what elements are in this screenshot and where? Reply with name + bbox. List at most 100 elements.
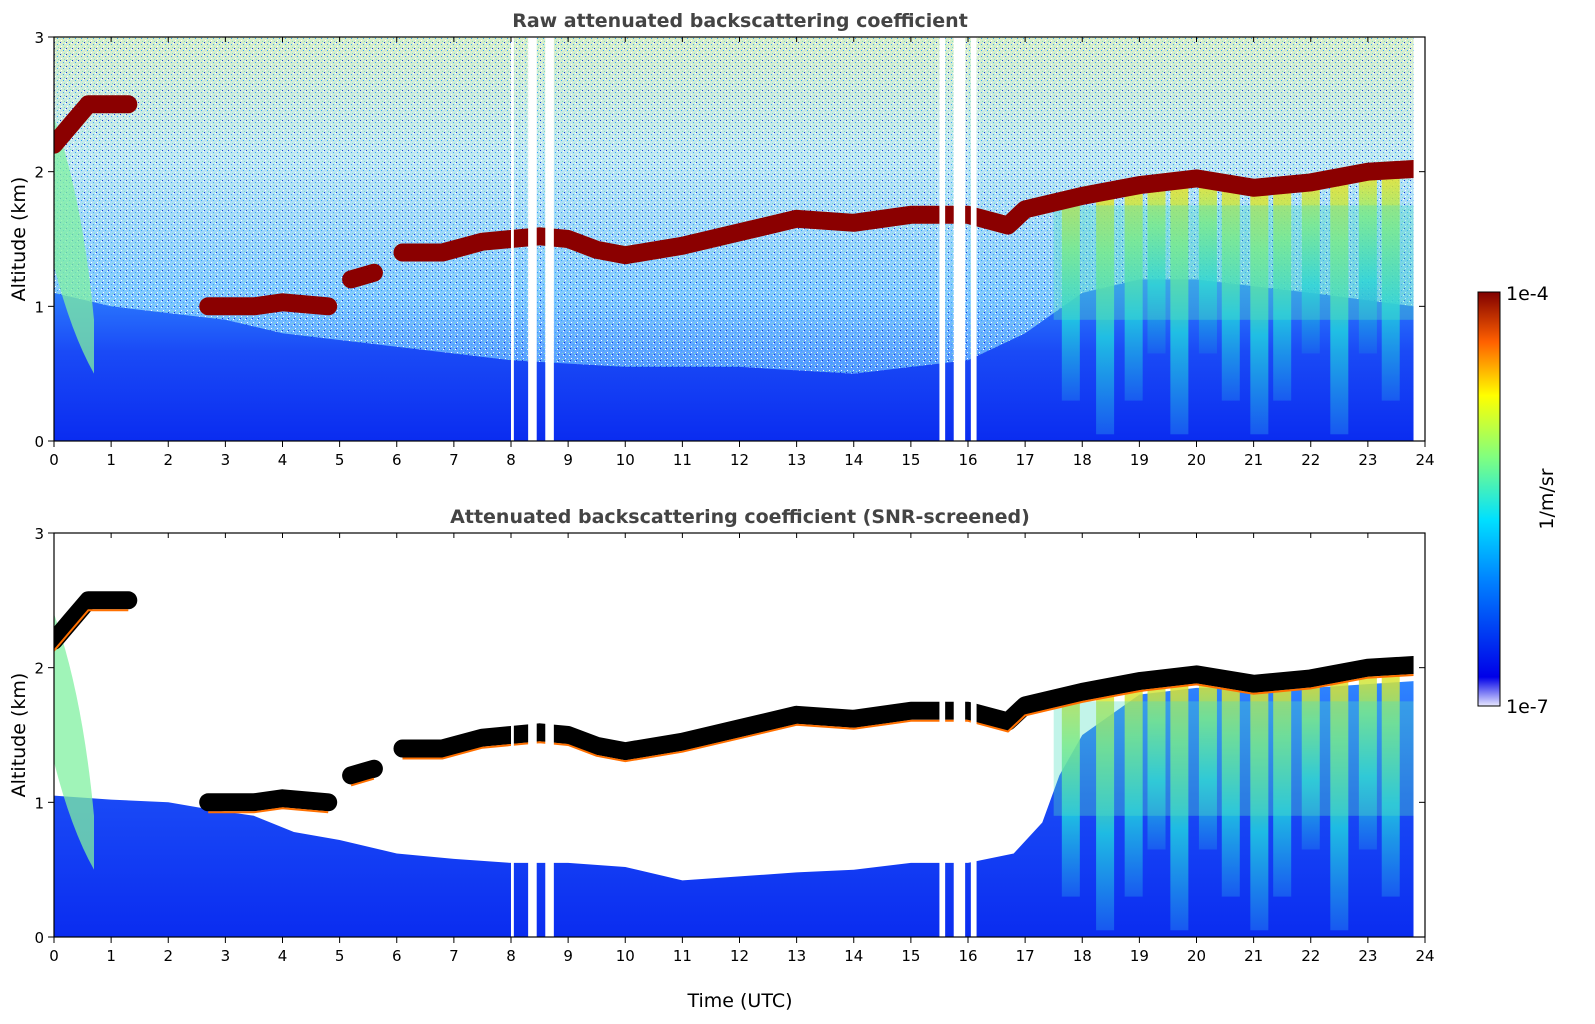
x-tick-label: 1 (106, 451, 116, 469)
raw-backscatter-panel: Raw attenuated backscattering coefficien… (8, 10, 1435, 469)
precipitation-streak (1170, 180, 1189, 435)
chart-title-screened: Attenuated backscattering coefficient (S… (450, 506, 1030, 528)
y-tick-label: 1 (34, 298, 44, 316)
x-tick-label: 17 (1016, 947, 1035, 965)
data-gap (939, 533, 946, 937)
x-tick-label: 18 (1073, 947, 1092, 965)
data-gap (953, 533, 966, 937)
plot-area-screened (53, 532, 1426, 938)
cloud-layer (342, 759, 383, 785)
precipitation-streak (1381, 170, 1400, 401)
precipitation-streak (1358, 171, 1377, 354)
precipitation-streak (1221, 184, 1240, 401)
precipitation-streak (1381, 666, 1400, 897)
precipitation-streak (1358, 667, 1377, 850)
x-tick-label: 7 (449, 947, 459, 965)
plot-area-raw (53, 36, 1426, 442)
precipitation-streak (1301, 182, 1320, 354)
precipitation-streak (1250, 683, 1269, 931)
cloud-layer (393, 160, 1423, 265)
colorbar-gradient (1477, 291, 1501, 707)
x-tick-label: 3 (221, 947, 231, 965)
x-tick-label: 24 (1415, 947, 1434, 965)
x-tick-label: 8 (506, 451, 516, 469)
precipitation-streak (1198, 676, 1217, 850)
x-tick-label: 1 (106, 947, 116, 965)
data-gap (970, 37, 977, 441)
x-tick-label: 21 (1244, 451, 1263, 469)
x-tick-label: 16 (958, 947, 977, 965)
cloud-layer (342, 263, 383, 289)
x-tick-label: 12 (730, 947, 749, 965)
x-tick-label: 17 (1016, 451, 1035, 469)
x-axis-ticks-raw: 0 1 2 3 4 5 6 7 8 9 10 11 12 13 14 15 16 17 18 19 20 21 22 23 24 (49, 37, 1435, 469)
precipitation-streak (1124, 186, 1143, 401)
x-tick-label: 8 (506, 947, 516, 965)
precipitation-streak (1198, 180, 1217, 354)
precipitation-streak (1147, 679, 1166, 850)
x-tick-label: 2 (163, 947, 173, 965)
precipitation-streak (1061, 694, 1080, 897)
precipitation-streak (1273, 681, 1292, 897)
x-tick-label: 13 (787, 451, 806, 469)
data-gap (953, 37, 966, 441)
x-tick-label: 11 (673, 451, 692, 469)
precipitation-streak (1330, 177, 1349, 435)
x-tick-label: 2 (163, 451, 173, 469)
cloud-layer (393, 656, 1423, 761)
x-tick-label: 15 (901, 947, 920, 965)
x-tick-label: 6 (392, 451, 402, 469)
data-gap (545, 533, 554, 937)
precipitation-streak (1301, 678, 1320, 850)
data-gap (528, 37, 537, 441)
precipitation-streak (1250, 187, 1269, 435)
morning-aerosol-plume (54, 117, 94, 374)
data-gap (528, 533, 537, 937)
x-tick-label: 11 (673, 947, 692, 965)
data-gap (511, 37, 514, 441)
virga-zone (1053, 205, 1414, 320)
y-axis-ticks-raw: 0 1 2 3 (34, 29, 1425, 451)
x-tick-label: 23 (1358, 451, 1377, 469)
x-axis-label: Time (UTC) (686, 990, 792, 1012)
heatmap-field (54, 37, 1425, 441)
cloud-base-edge (402, 674, 1414, 763)
precipitation-streak (1221, 680, 1240, 897)
cloud-base-edge (350, 777, 375, 787)
precipitation-streak (1096, 191, 1115, 435)
x-tick-label: 12 (730, 451, 749, 469)
colorbar-min-label: 1e-7 (1506, 696, 1549, 718)
x-axis-ticks-screened: 0 1 2 3 4 5 6 7 8 9 10 11 12 13 14 15 16 17 18 19 20 21 22 23 24 (49, 533, 1435, 965)
cloud-base-edge (208, 807, 329, 814)
precipitation-streak (1061, 198, 1080, 401)
y-tick-label: 0 (34, 433, 44, 451)
y-tick-label: 2 (34, 164, 44, 182)
x-tick-label: 22 (1301, 947, 1320, 965)
x-tick-label: 23 (1358, 947, 1377, 965)
precipitation-streak (1096, 687, 1115, 931)
cloud-base-edge (54, 609, 129, 652)
precipitation-streak (1147, 183, 1166, 354)
x-tick-label: 3 (221, 451, 231, 469)
x-tick-label: 19 (1130, 947, 1149, 965)
x-tick-label: 5 (335, 451, 345, 469)
morning-aerosol-plume (54, 613, 94, 870)
virga-zone (1053, 701, 1414, 816)
x-tick-label: 16 (958, 451, 977, 469)
x-tick-label: 15 (901, 451, 920, 469)
cloud-layer (199, 789, 338, 812)
x-tick-label: 20 (1187, 947, 1206, 965)
x-tick-label: 9 (563, 947, 573, 965)
cloud-layer (54, 95, 138, 154)
y-axis-label-raw: Altitude (km) (8, 177, 30, 302)
data-gap (511, 533, 514, 937)
x-tick-label: 18 (1073, 451, 1092, 469)
x-tick-label: 10 (616, 947, 635, 965)
x-tick-label: 19 (1130, 451, 1149, 469)
x-tick-label: 4 (278, 451, 288, 469)
y-axis-label-screened: Altitude (km) (8, 673, 30, 798)
y-tick-label: 3 (34, 525, 44, 543)
data-gap (970, 533, 977, 937)
x-tick-label: 5 (335, 947, 345, 965)
